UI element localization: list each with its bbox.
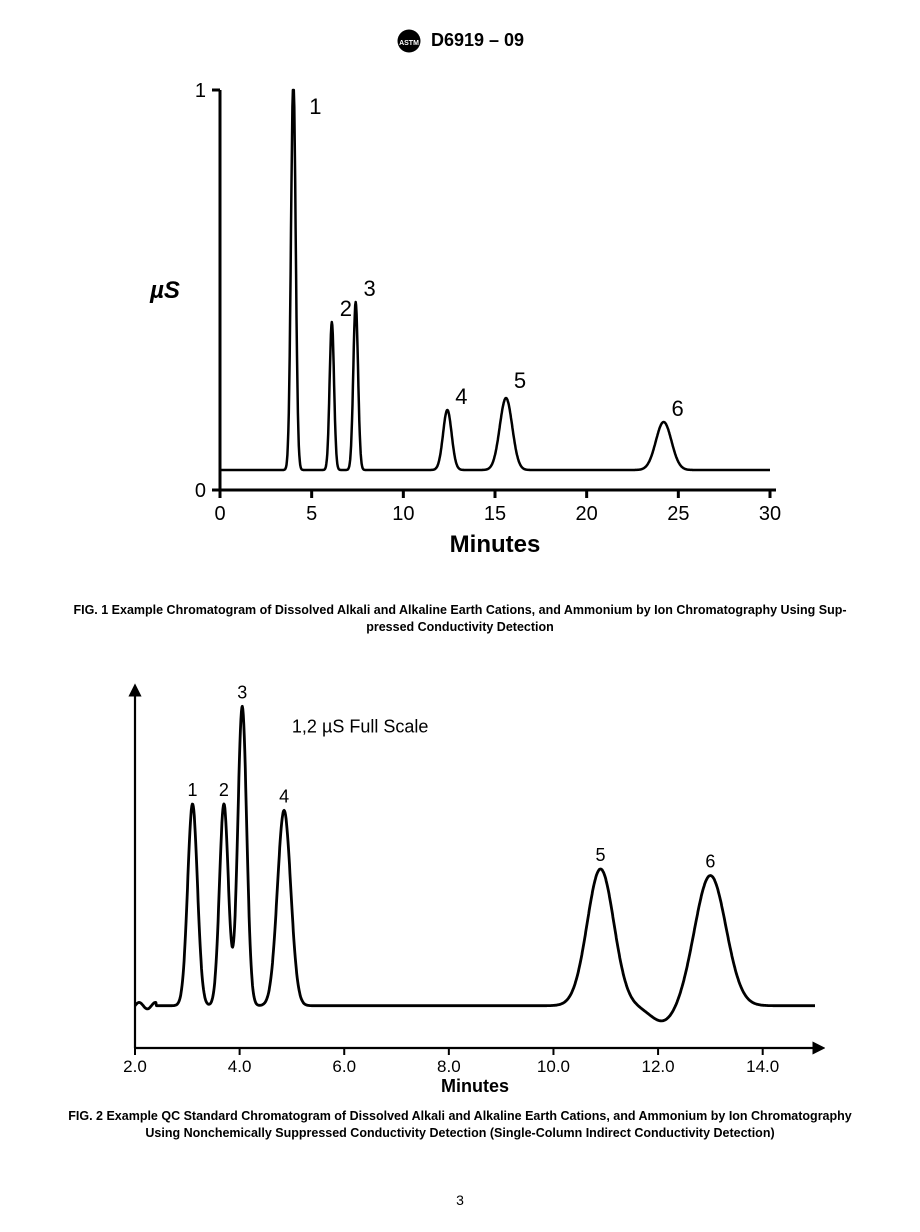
x-tick-label: 10.0	[537, 1057, 570, 1076]
y-tick-label: 1	[195, 80, 206, 102]
fig2-caption-line2: Using Nonchemically Suppressed Conductiv…	[145, 1126, 774, 1140]
peak-label: 2	[219, 780, 229, 800]
page: ASTM D6919 – 09 01051015202530µSMinutes1…	[0, 0, 920, 1232]
fig2-chart: 2.0 4.0 6.0 8.0 10.0 12.0 14.0 Minutes 1,2 µS Fu…	[95, 680, 825, 1100]
peak-label: 5	[514, 368, 526, 393]
x-tick-label: 14.0	[746, 1057, 779, 1076]
peak-label: 1	[309, 94, 321, 119]
y-tick-label: 0	[195, 480, 206, 502]
x-tick-label: 15	[484, 503, 506, 525]
x-tick-label: 20	[576, 503, 598, 525]
x-tick-label: 30	[759, 503, 781, 525]
x-tick-label: 12.0	[642, 1057, 675, 1076]
logo-text: ASTM	[399, 40, 419, 47]
peak-label: 6	[672, 396, 684, 421]
page-number: 3	[0, 1192, 920, 1208]
fig1-caption: FIG. 1 Example Chromatogram of Dissolved…	[60, 602, 860, 636]
scale-annotation: 1,2 µS Full Scale	[292, 716, 428, 736]
fig2-caption-line1: FIG. 2 Example QC Standard Chromatogram …	[68, 1109, 851, 1123]
standard-id: D6919 – 09	[431, 30, 524, 50]
peak-label: 3	[237, 682, 247, 702]
x-tick-label: 6.0	[332, 1057, 356, 1076]
x-tick-label: 4.0	[228, 1057, 252, 1076]
chromatogram-trace	[220, 90, 770, 470]
x-axis-label: Minutes	[441, 1076, 509, 1096]
figure-1: 01051015202530µSMinutes123456	[120, 70, 800, 560]
fig1-chart: 01051015202530µSMinutes123456	[120, 70, 800, 560]
x-tick-label: 8.0	[437, 1057, 461, 1076]
x-tick-label: 25	[667, 503, 689, 525]
peak-label: 5	[596, 845, 606, 865]
peak-label: 6	[705, 852, 715, 872]
x-tick-label: 5	[306, 503, 317, 525]
fig2-caption: FIG. 2 Example QC Standard Chromatogram …	[60, 1108, 860, 1142]
figure-2: 2.0 4.0 6.0 8.0 10.0 12.0 14.0 Minutes 1,2 µS Fu…	[95, 680, 825, 1100]
peak-label: 1	[188, 780, 198, 800]
x-axis-label: Minutes	[450, 531, 541, 558]
x-tick-label: 0	[214, 503, 225, 525]
y-axis-label: µS	[149, 277, 180, 304]
document-header: ASTM D6919 – 09	[0, 28, 920, 54]
x-tick-label: 2.0	[123, 1057, 147, 1076]
peak-label: 2	[340, 296, 352, 321]
fig1-caption-line2: pressed Conductivity Detection	[366, 620, 554, 634]
fig1-caption-line1: FIG. 1 Example Chromatogram of Dissolved…	[73, 603, 846, 617]
x-tick-label: 10	[392, 503, 414, 525]
peak-label: 3	[364, 276, 376, 301]
astm-logo-icon: ASTM	[396, 28, 422, 54]
peak-label: 4	[455, 384, 467, 409]
peak-label: 4	[279, 786, 289, 806]
